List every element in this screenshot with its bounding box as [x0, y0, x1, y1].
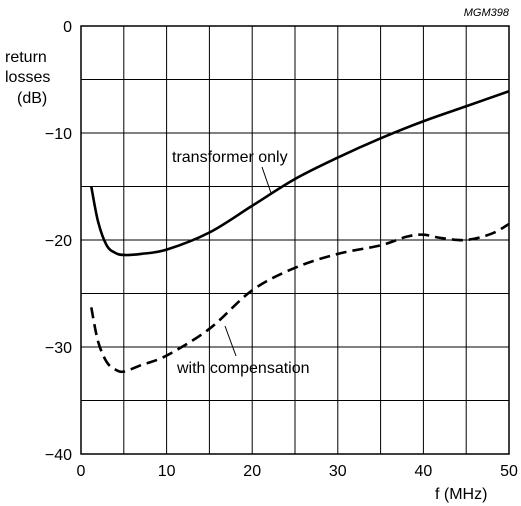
y-axis-title-line-2: losses: [5, 69, 50, 86]
y-tick-label: −30: [45, 340, 72, 357]
annotation-transformer-only: transformer only: [172, 149, 288, 166]
y-tick-label: 0: [63, 19, 72, 36]
y-tick-label: −20: [45, 233, 72, 250]
x-tick-label: 40: [415, 463, 433, 480]
series-line-with-compensation: [91, 224, 509, 372]
annotation-leader-with-compensation: [225, 326, 236, 356]
y-axis-title-line-1: return: [5, 49, 47, 66]
x-axis-title: f (MHz): [435, 486, 487, 503]
annotation-with-compensation: with compensation: [176, 360, 310, 377]
x-tick-label: 10: [158, 463, 176, 480]
annotation-leader-transformer-only: [262, 167, 271, 193]
y-axis-title-line-3: (dB): [17, 90, 47, 107]
figure-id: MGM398: [464, 7, 510, 19]
x-tick-label: 50: [500, 463, 518, 480]
y-tick-label: −10: [45, 126, 72, 143]
series-line-transformer-only: [91, 91, 509, 255]
tick-labels: 0 10 20 30 40 50 0 −10 −20 −30 −40: [45, 19, 518, 480]
grid: [81, 26, 509, 454]
x-tick-label: 0: [77, 463, 86, 480]
x-tick-label: 20: [243, 463, 261, 480]
y-tick-label: −40: [45, 447, 72, 464]
x-tick-label: 30: [329, 463, 347, 480]
